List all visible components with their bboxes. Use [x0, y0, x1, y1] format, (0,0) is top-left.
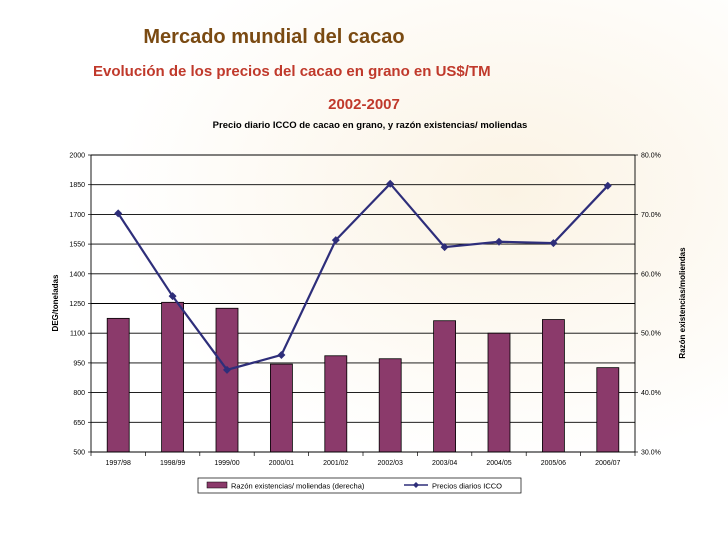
left-tick-label: 1550	[69, 242, 85, 249]
point	[440, 243, 449, 252]
chart-legend: Razón existencias/ moliendas (derecha) P…	[197, 477, 522, 494]
point	[549, 239, 558, 248]
left-tick-label: 500	[73, 450, 85, 457]
bar	[215, 307, 239, 453]
x-axis-ticks: 1997/98 1998/99 1999/00 2000/01 2001/02 2002/…	[90, 452, 636, 467]
left-tick-label: 1850	[69, 182, 85, 189]
x-tick-label: 2003/04	[432, 460, 457, 467]
left-tick-label: 2000	[69, 153, 85, 160]
y-axis-title-left: DEG/toneladas	[51, 274, 60, 331]
bar	[542, 319, 565, 453]
right-tick-label: 30.0%	[641, 450, 661, 457]
left-tick-label: 950	[73, 360, 85, 367]
left-tick-label: 1400	[69, 271, 85, 278]
right-tick-label: 70.0%	[641, 212, 661, 219]
bar	[596, 367, 620, 453]
legend-box	[197, 477, 522, 494]
x-tick-label: 1999/00	[214, 460, 239, 467]
right-tick-label: 40.0%	[641, 390, 661, 397]
left-tick-label: 800	[73, 390, 85, 397]
legend-label-line: Precios diarios ICCO	[432, 482, 502, 491]
x-tick-label: 2000/01	[269, 460, 294, 467]
point	[603, 181, 612, 190]
left-tick-label: 1250	[69, 301, 85, 308]
bar-series	[106, 301, 620, 453]
legend-bar-swatch	[206, 481, 228, 489]
point	[331, 236, 340, 245]
point	[386, 179, 395, 188]
slide-years: 2002-2007	[328, 96, 400, 113]
right-tick-label: 60.0%	[641, 271, 661, 278]
left-tick-label: 650	[73, 420, 85, 427]
chart-title: Precio diario ICCO de cacao en grano, y …	[213, 120, 528, 131]
legend-label-bars: Razón existencias/ moliendas (derecha)	[231, 482, 365, 491]
legend-line-marker	[413, 482, 419, 488]
point	[223, 365, 231, 374]
right-tick-label: 50.0%	[641, 331, 661, 338]
right-tick-label: 80.0%	[641, 153, 661, 160]
bar	[161, 301, 185, 453]
x-tick-label: 2002/03	[378, 460, 403, 467]
line-series	[114, 179, 612, 374]
x-tick-label: 1998/99	[160, 460, 185, 467]
bar	[487, 332, 511, 453]
bar	[378, 358, 402, 453]
right-axis-ticks: 80.0% 70.0% 60.0% 50.0% 40.0% 30.0%	[635, 153, 661, 457]
left-axis-ticks: 2000 1850 1700 1550 1400 1250 1100 950 800 650 500	[69, 153, 91, 457]
point	[495, 237, 503, 246]
x-tick-label: 1997/98	[106, 460, 131, 467]
x-tick-label: 2001/02	[323, 460, 348, 467]
point	[168, 292, 177, 301]
x-tick-label: 2006/07	[595, 460, 620, 467]
bar	[324, 355, 348, 453]
bar	[433, 320, 457, 453]
y-axis-title-right: Razón existencias/moliendas	[678, 247, 687, 359]
left-tick-label: 1100	[70, 331, 85, 338]
left-tick-label: 1700	[69, 212, 85, 219]
x-tick-label: 2004/05	[486, 460, 511, 467]
bar	[269, 363, 293, 453]
point	[277, 350, 286, 359]
price-line	[117, 182, 609, 372]
x-tick-label: 2005/06	[541, 460, 566, 467]
bar	[106, 317, 130, 453]
slide-subtitle: Evolución de los precios del cacao en gr…	[93, 63, 491, 80]
point	[114, 209, 123, 218]
slide-title: Mercado mundial del cacao	[143, 26, 405, 48]
